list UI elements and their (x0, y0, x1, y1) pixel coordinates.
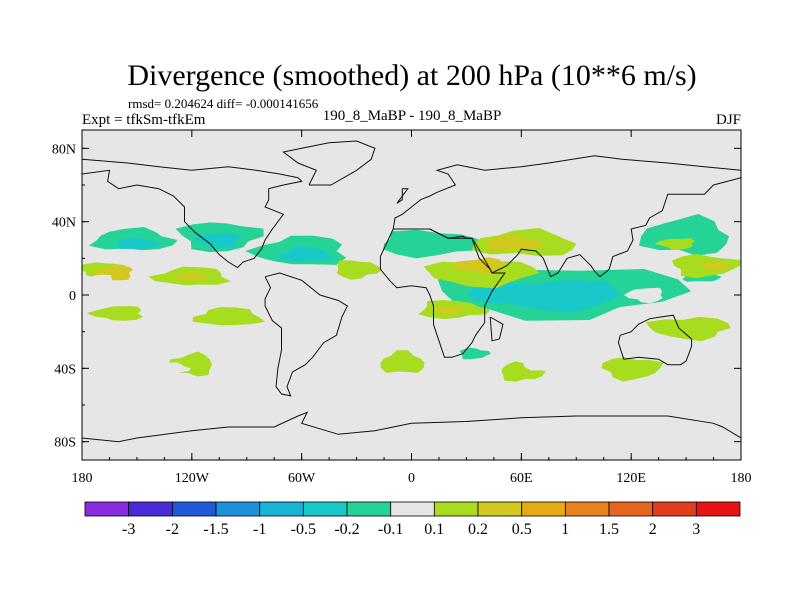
colorbar-swatch (128, 501, 173, 517)
x-tick-label: 120W (175, 471, 210, 486)
contour-region (82, 369, 100, 386)
coastline (264, 272, 349, 397)
contour-region (82, 274, 116, 286)
colorbar-label: 0.1 (424, 521, 444, 538)
stats-label: rmsd= 0.204624 diff= -0.000141656 (128, 96, 319, 111)
colorbar-label: -0.5 (291, 521, 316, 538)
contour-region (423, 261, 540, 289)
colorbar-swatch (652, 501, 697, 517)
x-tick-label: 60W (288, 471, 316, 486)
colorbar-label: 0.5 (512, 521, 532, 538)
coastline (282, 140, 376, 186)
x-tick-label: 120E (616, 471, 646, 486)
colorbar-label: 3 (692, 521, 700, 538)
expt-label: Expt = tfkSm-tfkEm (82, 112, 206, 128)
coastline (617, 314, 693, 366)
coastline (82, 411, 741, 443)
x-tick-label: 180 (72, 471, 93, 486)
contour-region (192, 307, 266, 326)
contour-region (654, 238, 696, 250)
colorbar-label: -1.5 (203, 521, 228, 538)
contour-region (673, 398, 697, 411)
colorbar-swatch (84, 501, 130, 517)
colorbar-swatch (564, 501, 610, 517)
colorbar-swatch (477, 501, 523, 517)
contour-region (645, 316, 731, 342)
contour-region (467, 279, 622, 313)
colorbar-swatch (171, 501, 217, 517)
contour-region (336, 260, 383, 280)
contour-region (453, 257, 506, 275)
colorbar-swatch (521, 501, 566, 517)
contour-region (601, 357, 664, 382)
x-axis: 180 120W 60W 0 60E 120E 180 (72, 130, 752, 486)
contour-region (586, 192, 647, 208)
colorbar-label: -0.2 (334, 521, 359, 538)
contour-region (651, 372, 684, 384)
season-label: DJF (716, 112, 741, 128)
colorbar-swatch (346, 501, 392, 517)
x-tick-label: 60E (510, 471, 533, 486)
colorbar-swatch (695, 501, 741, 517)
contour-region (699, 160, 730, 174)
contour-region (417, 398, 467, 413)
colorbar-label: 1 (561, 521, 569, 538)
contour-region (380, 350, 425, 373)
contour-region (624, 287, 663, 304)
contour-region (217, 336, 256, 357)
colorbar-swatch (215, 501, 261, 517)
contour-region (278, 246, 335, 262)
y-tick-label: 80S (54, 436, 76, 451)
colorbar-label: -3 (122, 521, 135, 538)
contour-region (523, 356, 560, 372)
contour-region (342, 337, 372, 354)
coastline (82, 158, 303, 269)
contour-region (157, 362, 191, 374)
contour-region (193, 233, 243, 248)
colorbar-label: 1.5 (599, 521, 619, 538)
y-tick-label: 40S (54, 362, 76, 377)
contour-region (501, 361, 546, 382)
colorbar-swatch (433, 501, 479, 517)
x-tick-label: 180 (731, 471, 752, 486)
contour-region (271, 163, 296, 172)
contour-region (176, 272, 209, 281)
y-tick-label: 80N (52, 142, 76, 157)
colorbar-swatch (390, 501, 435, 517)
contour-region (244, 192, 306, 209)
contour-region (487, 235, 544, 251)
y-tick-label: 40N (52, 216, 76, 231)
colorbar-label: -1 (253, 521, 266, 538)
colorbar-swatch (302, 501, 348, 517)
coastline (489, 316, 504, 342)
contour-region (405, 197, 527, 216)
colorbar-swatch (608, 501, 654, 517)
case-label: 190_8_MaBP - 190_8_MaBP (323, 108, 502, 124)
contour-region (698, 262, 732, 270)
contour-region (116, 237, 164, 249)
colorbar-label: -0.1 (378, 521, 403, 538)
coastline-layer (82, 140, 741, 443)
contour-region (179, 290, 204, 299)
contour-region (459, 347, 491, 360)
contour-field-layer (82, 160, 741, 413)
x-tick-label: 0 (408, 471, 415, 486)
contour-region (92, 266, 134, 281)
colorbar-swatch (259, 501, 304, 517)
coastline (379, 228, 506, 358)
contour-region (86, 306, 144, 321)
coastline (396, 188, 409, 204)
colorbar-label: -2 (166, 521, 179, 538)
contour-region (433, 306, 466, 314)
y-tick-label: 0 (69, 289, 76, 304)
y-axis: 80N 40N 0 40S 80S (52, 142, 741, 451)
colorbar-label: 0.2 (468, 521, 488, 538)
chart-title: Divergence (smoothed) at 200 hPa (10**6 … (127, 59, 696, 92)
map-plot: 180 120W 60W 0 60E 120E 180 80N 40N 0 40S 80S (52, 129, 752, 486)
colorbar-label: 2 (649, 521, 657, 538)
colorbar: -3 -2 -1.5 -1 -0.5 -0.2 -0.1 0.1 0.2 0.5 1 1.5 2 3 (84, 501, 741, 538)
